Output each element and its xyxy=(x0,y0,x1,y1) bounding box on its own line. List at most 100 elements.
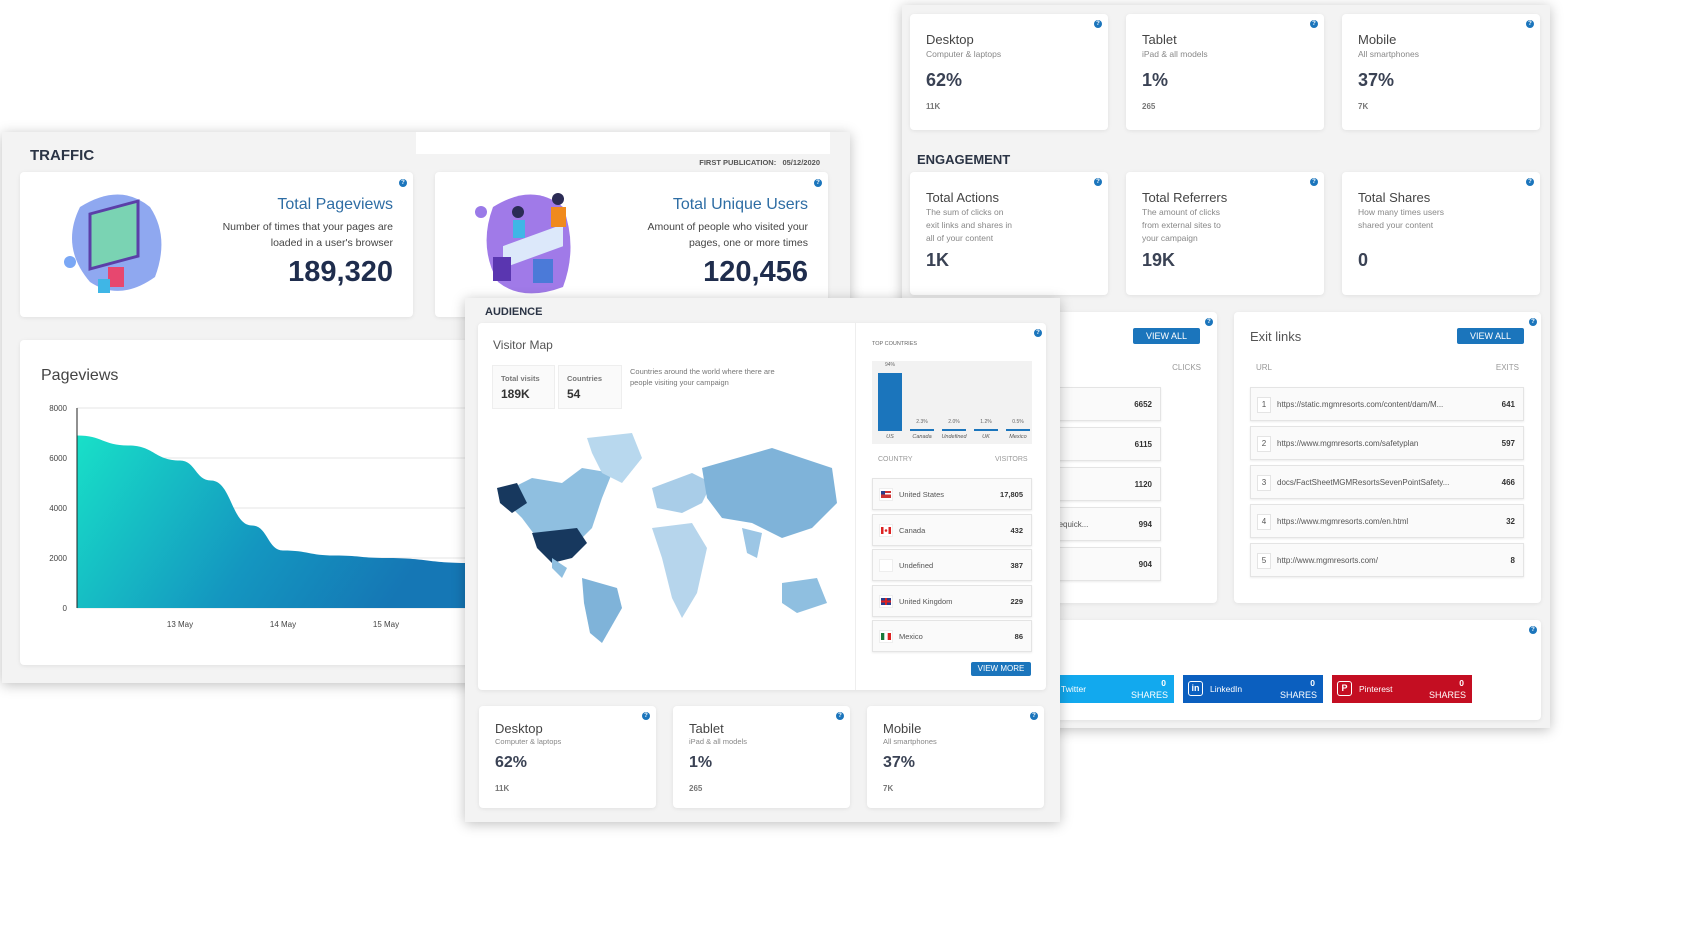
flag-us-icon xyxy=(879,488,893,501)
exit-count: 8 xyxy=(1510,556,1515,565)
exit-count: 466 xyxy=(1501,478,1515,487)
social-shares-card: ? tTwitter0SHARESinLinkedIn0SHARESPPinte… xyxy=(1022,620,1541,720)
exit-url[interactable]: https://www.mgmresorts.com/safetyplan xyxy=(1277,439,1419,448)
device-percent: 62% xyxy=(926,70,963,90)
country-visitors: 432 xyxy=(1010,525,1023,535)
exit-rank: 1 xyxy=(1257,397,1271,413)
unique-users-description: Amount of people who visited your pages,… xyxy=(647,221,808,249)
pinterest-icon: P xyxy=(1337,681,1352,696)
help-icon[interactable]: ? xyxy=(1205,318,1213,326)
link-clicks: 904 xyxy=(1138,560,1152,569)
first-publication-label: FIRST PUBLICATION: xyxy=(699,158,777,167)
country-row[interactable]: Undefined 387 xyxy=(872,549,1032,582)
help-icon[interactable]: ? xyxy=(1529,626,1537,634)
first-publication-date: 05/12/2020 xyxy=(782,158,820,167)
bar-label: 0.5% xyxy=(1012,419,1024,425)
exit-rank: 5 xyxy=(1257,553,1271,569)
help-icon[interactable]: ? xyxy=(1094,20,1102,28)
exit-link-row[interactable]: 2 https://www.mgmresorts.com/safetyplan 59… xyxy=(1250,426,1524,460)
pageviews-title: Total Pageviews xyxy=(277,196,393,213)
share-linkedin[interactable]: in LinkedIn 0 SHARES xyxy=(1183,675,1323,703)
tablet-icon xyxy=(1238,40,1310,112)
flag-ca-icon xyxy=(879,523,893,537)
audience-heading: AUDIENCE xyxy=(485,306,543,318)
desktop-laptop-icon xyxy=(1022,40,1094,112)
help-icon[interactable]: ? xyxy=(1310,20,1318,28)
device-title: Desktop xyxy=(495,721,543,736)
chart-title: Pageviews xyxy=(41,367,119,384)
device-subtitle: Computer & laptops xyxy=(926,49,1002,59)
device-subtitle: All smartphones xyxy=(1358,49,1419,59)
help-icon[interactable]: ? xyxy=(1529,318,1537,326)
device-card-desktop: ? Desktop Computer & laptops 62% 11K xyxy=(910,14,1108,130)
share-count: 0 xyxy=(1459,678,1464,688)
total-visits-value: 189K xyxy=(501,387,530,401)
exit-link-row[interactable]: 4 https://www.mgmresorts.com/en.html 32 xyxy=(1250,504,1524,538)
help-icon[interactable]: ? xyxy=(1034,329,1042,337)
engagement-title: Total Shares xyxy=(1358,190,1431,205)
engagement-illustration-icon xyxy=(1238,204,1310,276)
help-icon[interactable]: ? xyxy=(1526,178,1534,186)
y-tick-label: 8000 xyxy=(49,404,67,413)
view-all-button[interactable]: VIEW ALL xyxy=(1133,328,1200,344)
countries-label: Countries xyxy=(567,374,603,383)
x-tick-label: 14 May xyxy=(270,620,296,629)
help-icon[interactable]: ? xyxy=(836,712,844,720)
exit-url[interactable]: https://static.mgmresorts.com/content/da… xyxy=(1277,400,1444,409)
bar-category: Mexico xyxy=(1009,434,1027,440)
header-strip xyxy=(416,132,830,154)
link-clicks: 6115 xyxy=(1134,440,1152,449)
total-visits-label: Total visits xyxy=(501,374,540,383)
engagement-illustration-icon xyxy=(1022,204,1094,276)
device-subtitle: All smartphones xyxy=(883,737,937,746)
view-all-button[interactable]: VIEW ALL xyxy=(1457,328,1524,344)
country-row[interactable]: United Kingdom 229 xyxy=(872,584,1032,617)
exit-url[interactable]: http://www.mgmresorts.com/ xyxy=(1277,556,1378,565)
social-name: LinkedIn xyxy=(1210,684,1243,694)
exit-link-row[interactable]: 3 docs/FactSheetMGMResortsSevenPointSafet… xyxy=(1250,465,1524,499)
share-pinterest[interactable]: P Pinterest 0 SHARES xyxy=(1332,675,1472,703)
engagement-heading: ENGAGEMENT xyxy=(917,152,1011,167)
exits-header: EXITS xyxy=(1495,363,1519,372)
bar-category: UK xyxy=(982,434,990,440)
help-icon[interactable]: ? xyxy=(814,179,822,187)
visitors-header: VISITORS xyxy=(995,456,1028,463)
exit-count: 597 xyxy=(1501,439,1515,448)
audience-panel: AUDIENCE Visitor Map Total visits 189K C… xyxy=(465,298,1060,822)
bar-category: Undefined xyxy=(941,434,967,440)
exit-rank: 2 xyxy=(1257,436,1271,452)
device-percent: 62% xyxy=(495,754,528,771)
exit-link-row[interactable]: 5 http://www.mgmresorts.com/8 xyxy=(1250,543,1524,577)
pageviews-area xyxy=(77,435,469,608)
device-subtitle: Computer & laptops xyxy=(495,737,562,746)
device-percent: 1% xyxy=(689,754,713,771)
help-icon[interactable]: ? xyxy=(1310,178,1318,186)
country-visitors: 229 xyxy=(1010,596,1023,606)
exit-url[interactable]: docs/FactSheetMGMResortsSevenPointSafety… xyxy=(1277,478,1450,487)
country-row[interactable]: Canada 432 xyxy=(872,513,1032,546)
device-count: 265 xyxy=(1142,102,1156,111)
engagement-value: 0 xyxy=(1358,250,1369,270)
engagement-description: The sum of clicks on exit links and shar… xyxy=(926,207,1012,243)
country-row[interactable]: Mexico 86 xyxy=(872,620,1032,653)
link-clicks: 6652 xyxy=(1134,400,1152,409)
unique-users-value: 120,456 xyxy=(703,256,808,288)
help-icon[interactable]: ? xyxy=(642,712,650,720)
help-icon[interactable]: ? xyxy=(1030,712,1038,720)
bar-uk xyxy=(974,429,998,431)
help-icon[interactable]: ? xyxy=(399,179,407,187)
world-map[interactable] xyxy=(492,428,842,648)
help-icon[interactable]: ? xyxy=(1526,20,1534,28)
social-name: Pinterest xyxy=(1359,684,1393,694)
country-name: Canada xyxy=(899,525,926,535)
y-tick-label: 6000 xyxy=(49,454,67,463)
view-more-button[interactable]: VIEW MORE xyxy=(971,662,1031,676)
country-name: Mexico xyxy=(899,632,923,642)
exit-link-row[interactable]: 1 https://static.mgmresorts.com/content/d… xyxy=(1250,387,1524,421)
device-count: 11K xyxy=(926,102,941,111)
bar-category: US xyxy=(886,434,894,440)
help-icon[interactable]: ? xyxy=(1094,178,1102,186)
top-countries-label: TOP COUNTRIES xyxy=(872,341,918,347)
country-row[interactable]: United States 17,805 xyxy=(872,478,1032,510)
exit-url[interactable]: https://www.mgmresorts.com/en.html xyxy=(1277,517,1409,526)
